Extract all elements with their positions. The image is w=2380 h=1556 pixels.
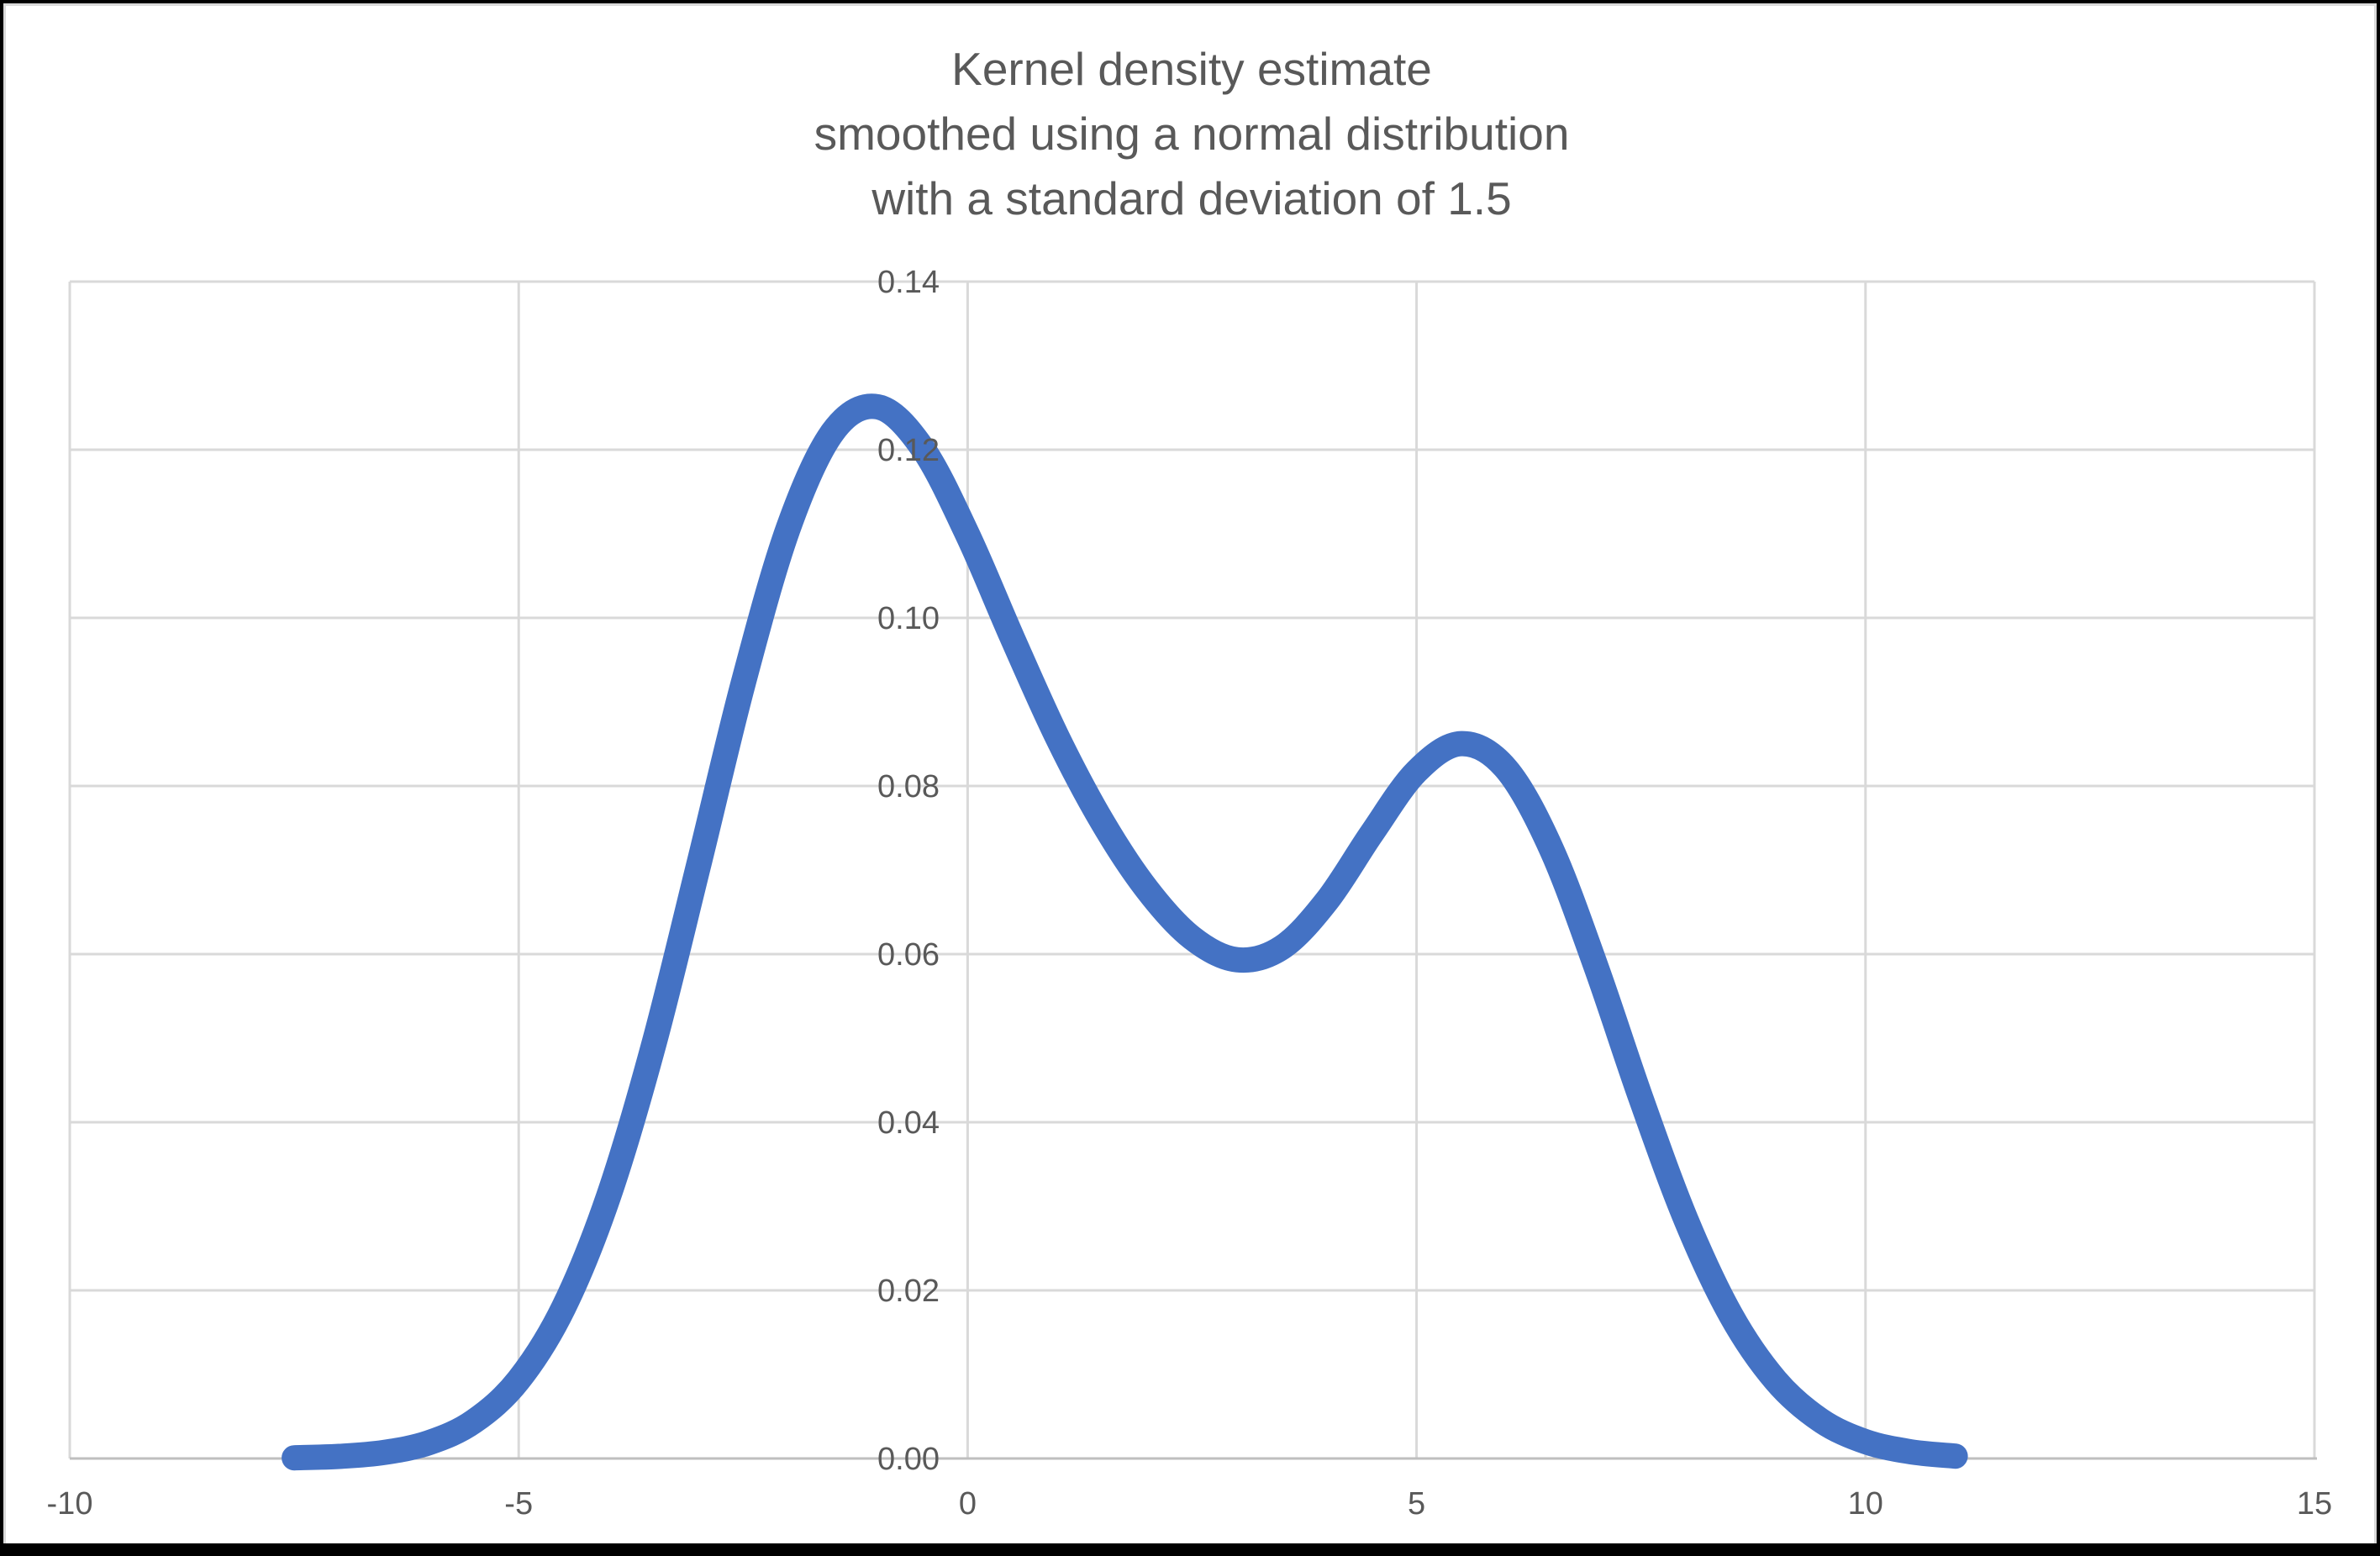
x-tick-label-0: 0 bbox=[959, 1486, 977, 1522]
chart-title-line-1: Kernel density estimate bbox=[951, 43, 1432, 95]
y-tick-label-0.00: 0.00 bbox=[877, 1442, 940, 1477]
y-tick-label-0.10: 0.10 bbox=[877, 601, 940, 636]
gridlines bbox=[68, 280, 2316, 1458]
chart-title-line-3: with a standard deviation of 1.5 bbox=[871, 172, 1511, 224]
x-tick-label--10: -10 bbox=[47, 1486, 93, 1522]
axis-tick-labels: 0.00 0.02 0.04 0.06 0.08 0.10 0.12 0.14 -10 -5 0 5 1… bbox=[47, 265, 2333, 1522]
y-tick-label-0.14: 0.14 bbox=[877, 265, 940, 300]
kde-curve-series bbox=[282, 393, 1968, 1471]
y-tick-label-0.08: 0.08 bbox=[877, 769, 940, 804]
x-tick-label-10: 10 bbox=[1848, 1486, 1883, 1522]
x-tick-label--5: -5 bbox=[504, 1486, 533, 1522]
chart-title: Kernel density estimate smoothed using a… bbox=[814, 43, 1570, 224]
y-tick-label-0.04: 0.04 bbox=[877, 1105, 940, 1141]
y-tick-label-0.06: 0.06 bbox=[877, 937, 940, 973]
y-tick-label-0.02: 0.02 bbox=[877, 1274, 940, 1309]
chart-title-line-2: smoothed using a normal distribution bbox=[814, 108, 1570, 160]
y-tick-label-0.12: 0.12 bbox=[877, 433, 940, 468]
x-tick-label-5: 5 bbox=[1408, 1486, 1425, 1522]
x-tick-label-15: 15 bbox=[2297, 1486, 2332, 1522]
